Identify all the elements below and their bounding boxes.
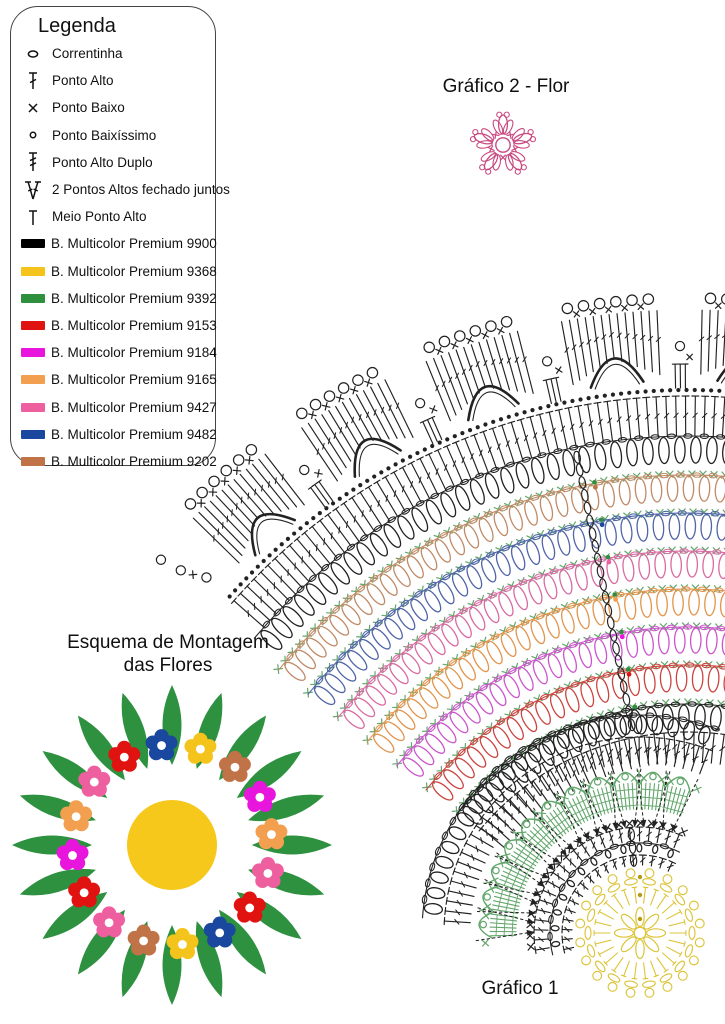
grafico1-motif	[575, 868, 705, 998]
chain-stitch-icon	[27, 49, 39, 58]
yarn-swatch	[21, 456, 45, 466]
stitch-label: Ponto Baixo	[52, 100, 125, 116]
yarn-label: B. Multicolor Premium 9427	[51, 399, 217, 415]
legend-stitch-item: Ponto Alto Duplo	[11, 149, 215, 176]
legend-stitch-item: 2 Pontos Altos fechado juntos	[11, 176, 230, 203]
legend-stitch-item: Ponto Baixíssimo	[11, 122, 215, 149]
yarn-label: B. Multicolor Premium 9202	[51, 453, 217, 469]
legend-yarn-item: B. Multicolor Premium 9202	[11, 448, 217, 475]
yarn-label: B. Multicolor Premium 9392	[51, 290, 217, 306]
yarn-swatch	[21, 375, 45, 385]
yarn-swatch	[21, 429, 45, 439]
grafico2-title: Gráfico 2 - Flor	[442, 76, 570, 97]
yarn-label: B. Multicolor Premium 9153	[51, 317, 217, 333]
stitch-label: Correntinha	[52, 46, 123, 62]
yarn-label: B. Multicolor Premium 9184	[51, 345, 217, 361]
yarn-label: B. Multicolor Premium 9900	[51, 236, 217, 252]
montagem-title-line2: das Flores	[123, 655, 213, 676]
legend-yarn-item: B. Multicolor Premium 9427	[11, 393, 217, 420]
legend-yarn-item: B. Multicolor Premium 9184	[11, 339, 217, 366]
stitch-symbol	[20, 149, 46, 175]
yarn-swatch	[21, 348, 45, 358]
hdc-stitch-icon	[29, 209, 37, 225]
stitch-symbol	[20, 95, 46, 121]
stitch-label: Ponto Alto	[52, 73, 114, 89]
legend-yarn-item: B. Multicolor Premium 9392	[11, 285, 217, 312]
yarn-label: B. Multicolor Premium 9165	[51, 372, 217, 388]
yarn-swatch	[21, 402, 45, 412]
stitch-symbol	[20, 177, 46, 203]
dc2tog-stitch-icon	[25, 180, 41, 199]
stitch-symbol	[20, 68, 46, 94]
yarn-swatch	[21, 239, 45, 249]
grafico2-flower	[469, 111, 537, 175]
stitch-symbol	[20, 204, 46, 230]
yarn-label: B. Multicolor Premium 9482	[51, 426, 217, 442]
stitch-label: 2 Pontos Altos fechado juntos	[52, 182, 230, 198]
legend-items: Correntinha Ponto Alto Ponto Baixo Ponto Ba…	[11, 40, 230, 475]
stitch-label: Ponto Baixíssimo	[52, 127, 157, 143]
legend-stitch-item: Ponto Baixo	[11, 94, 215, 121]
yarn-label: B. Multicolor Premium 9368	[51, 263, 217, 279]
dc-stitch-icon	[29, 72, 37, 89]
yarn-swatch	[21, 320, 45, 330]
legend-yarn-item: B. Multicolor Premium 9482	[11, 421, 217, 448]
montagem-title-line1: Esquema de Montagem	[67, 632, 269, 653]
sc-stitch-icon	[28, 103, 38, 113]
legend-title: Legenda	[38, 15, 116, 37]
flower-assembly	[12, 685, 332, 1005]
legend-yarn-item: B. Multicolor Premium 9153	[11, 312, 217, 339]
stitch-symbol	[20, 122, 46, 148]
legend-yarn-item: B. Multicolor Premium 9165	[11, 366, 217, 393]
legend-box: Legenda Correntinha Ponto Alto Ponto Baixo…	[10, 6, 230, 469]
stitch-label: Ponto Alto Duplo	[52, 154, 153, 170]
legend-stitch-item: Meio Ponto Alto	[11, 203, 215, 230]
legend-yarn-item: B. Multicolor Premium 9368	[11, 258, 217, 285]
montagem-title: Esquema de Montagem das Flores	[48, 631, 288, 677]
legend-stitch-item: Ponto Alto	[11, 67, 215, 94]
legend-yarn-item: B. Multicolor Premium 9900	[11, 230, 217, 257]
fan-chart	[155, 292, 725, 956]
yarn-swatch	[21, 266, 45, 276]
tr-stitch-icon	[29, 152, 37, 172]
yarn-swatch	[21, 293, 45, 303]
slst-stitch-icon	[29, 131, 37, 139]
stitch-label: Meio Ponto Alto	[52, 209, 147, 225]
grafico1-title: Gráfico 1	[481, 978, 559, 999]
legend-stitch-item: Correntinha	[11, 40, 215, 67]
stitch-symbol	[20, 41, 46, 67]
